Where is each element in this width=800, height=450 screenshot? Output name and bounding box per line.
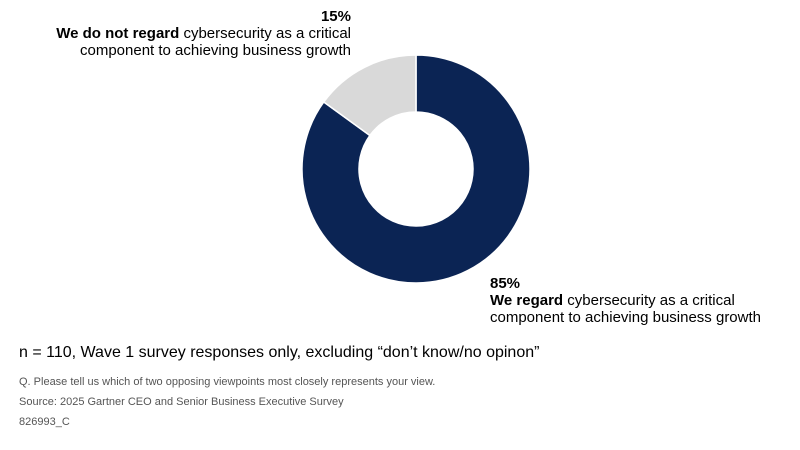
callout-regard-rest: cybersecurity as a critical (563, 292, 735, 309)
callout-regard-bold: We regard (490, 292, 564, 309)
callout-no-regard-line2: component to achieving business growth (80, 42, 351, 59)
callout-no-regard-bold: We do not regard (56, 25, 180, 42)
sample-note: n = 110, Wave 1 survey responses only, e… (19, 344, 540, 361)
callout-regard-line2: component to achieving business growth (490, 309, 761, 326)
callout-no-regard: 15% We do not regard cybersecurity as a … (56, 8, 351, 59)
callout-regard: 85% We regard cybersecurity as a critica… (490, 275, 761, 326)
callout-regard-line1: We regard cybersecurity as a critical (490, 292, 761, 309)
donut-slice-15 (322, 54, 417, 137)
source-line: Source: 2025 Gartner CEO and Senior Busi… (19, 396, 344, 408)
donut-slice-85 (301, 54, 531, 284)
figure-code: 826993_C (19, 416, 70, 428)
callout-no-regard-rest: cybersecurity as a critical (179, 25, 351, 42)
data-label-85: 85% (490, 275, 521, 292)
survey-question: Q. Please tell us which of two opposing … (19, 376, 436, 388)
data-label-15: 15% (320, 8, 351, 25)
callout-no-regard-line1: We do not regard cybersecurity as a crit… (56, 25, 351, 42)
